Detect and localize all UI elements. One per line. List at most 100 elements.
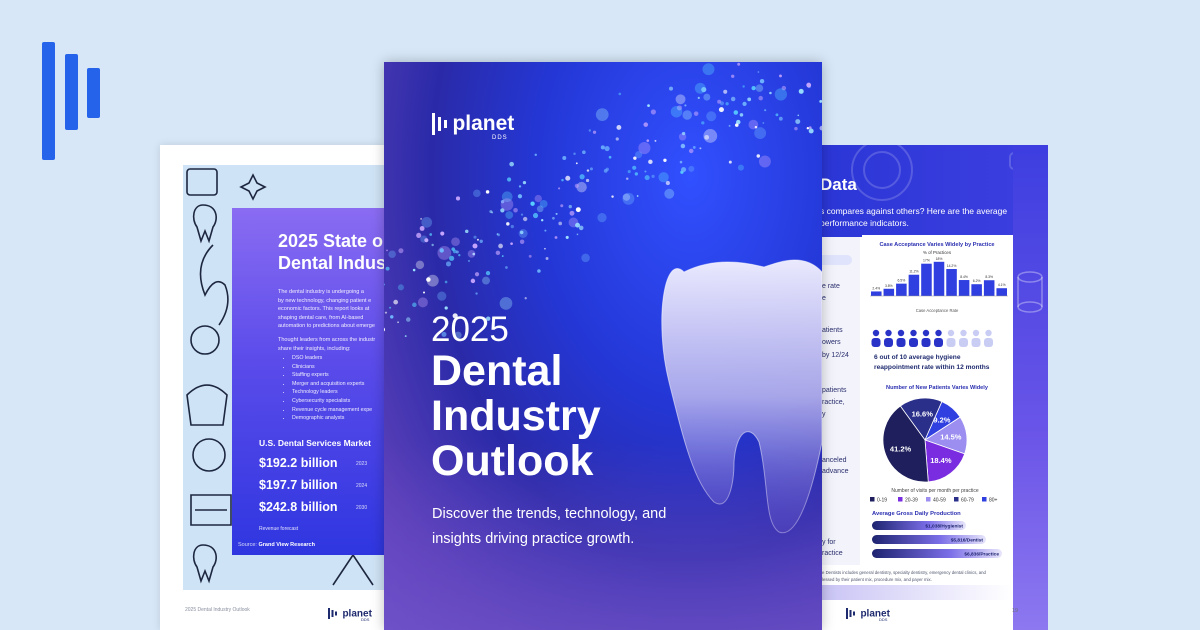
sparkle [437, 291, 447, 301]
sparkle [736, 119, 741, 125]
side-fragment: patients [822, 387, 847, 394]
stats-card: Case Acceptance Varies Widely by Practic… [862, 235, 1013, 565]
list-item: Staffing experts [292, 371, 372, 380]
source-name: Grand View Research [258, 542, 315, 548]
sparkle [530, 201, 535, 206]
production-title: Average Gross Daily Production [872, 511, 961, 517]
cover-logo: planet DDS [432, 112, 515, 141]
icon [186, 168, 218, 196]
sparkle [500, 199, 505, 204]
side-pill [822, 255, 852, 265]
sparkle [393, 299, 399, 305]
intro-line: automation to predictions about emerge [278, 323, 375, 330]
sparkle [465, 229, 469, 234]
sparkle [648, 159, 653, 165]
sparkle [506, 222, 510, 226]
sparkle [734, 123, 739, 127]
sparkle [730, 96, 736, 102]
person-icon [960, 329, 967, 337]
sparkle [586, 169, 590, 172]
sparkle [622, 192, 635, 205]
sparkle [636, 195, 639, 197]
sparkle [632, 165, 637, 170]
footnote-line: lessed by their patient mix, procedure m… [822, 577, 932, 582]
intro-line: by new technology, changing patient e [278, 297, 372, 304]
sparkle [643, 122, 649, 127]
sparkle [397, 321, 399, 324]
sparkle [532, 212, 539, 219]
sparkle [452, 249, 457, 254]
production-label: $6,836/Practice [964, 551, 999, 557]
sparkle [680, 143, 686, 149]
sparkle [522, 180, 527, 185]
legend-swatch [982, 497, 987, 502]
list-item: Demographic analysts [292, 414, 372, 423]
sparkle [633, 156, 637, 160]
sparkle [681, 131, 686, 136]
sparkle [701, 121, 705, 125]
intro-line: The dental industry is undergoing a [278, 289, 364, 295]
sparkle [694, 82, 706, 94]
sparkle [449, 255, 455, 261]
person-icon [934, 338, 943, 347]
sparkle [611, 195, 614, 198]
icon [239, 173, 267, 201]
sparkle [758, 155, 771, 168]
pie-value-label: 14.5% [940, 432, 962, 441]
sparkle [452, 313, 458, 319]
sparkle [755, 84, 764, 92]
bar-value-label: 2.4% [872, 286, 880, 290]
sparkle [576, 181, 587, 193]
sparkle [523, 216, 528, 222]
list-item: Clinicians [292, 363, 372, 372]
page-number: 19 [1012, 608, 1019, 614]
sparkle [510, 224, 514, 229]
sparkle [622, 193, 631, 201]
brand-bar [65, 54, 78, 130]
cover-title-line: Industry [431, 392, 601, 440]
sparkle [489, 210, 493, 213]
sparkle [482, 276, 490, 285]
side-fragment: y for [822, 539, 836, 546]
sparkle [555, 212, 558, 216]
sparkle [454, 331, 462, 339]
sparkle [415, 260, 425, 270]
sparkle [568, 204, 572, 209]
sparkle [758, 95, 763, 101]
legend-label: 40-59 [933, 498, 946, 504]
sparkle [733, 110, 739, 115]
sparkle [575, 222, 580, 228]
sparkle [581, 253, 590, 263]
production-bar [872, 521, 966, 530]
sparkle [795, 119, 801, 125]
sparkle [819, 125, 822, 131]
sparkle [728, 160, 732, 164]
market-year: 2024 [356, 483, 368, 489]
sparkle [519, 239, 525, 244]
sparkle [769, 91, 772, 95]
side-fragment: anceled [822, 457, 847, 464]
sparkle [419, 226, 425, 231]
sparkle [467, 250, 476, 258]
bar-value-label: 8.4% [960, 275, 968, 279]
side-fragment: e rate [822, 283, 840, 290]
person-icon [947, 329, 955, 337]
sparkle [703, 93, 711, 101]
sparkle [737, 62, 741, 66]
logo-text: planet [452, 112, 515, 135]
sparkle [646, 139, 650, 142]
bar [958, 280, 970, 296]
sparkle [692, 146, 696, 149]
sparkle [528, 254, 532, 258]
sparkle [441, 331, 447, 337]
sparkle [681, 167, 687, 173]
left-logo: planet DDS [328, 605, 372, 623]
legend-label: 60-79 [961, 498, 974, 504]
sparkle [819, 99, 822, 103]
sparkle [679, 160, 683, 164]
person-icon [872, 329, 880, 337]
sparkle [575, 207, 581, 213]
sparkles [384, 62, 822, 339]
sparkle [536, 205, 544, 213]
